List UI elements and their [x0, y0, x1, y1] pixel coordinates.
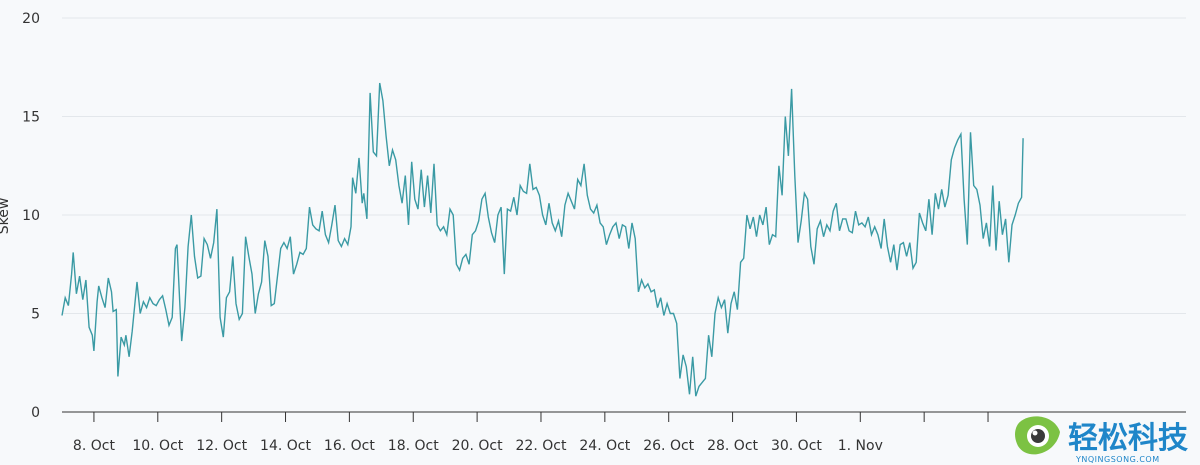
x-tick-label: 20. Oct — [452, 438, 503, 454]
series-line — [61, 82, 1024, 397]
x-tick-label: 1. Nov — [838, 438, 883, 454]
x-tick-label: 30. Oct — [771, 438, 822, 454]
x-tick-label: 12. Oct — [196, 438, 247, 454]
x-axis: 8. Oct 10. Oct 12. Oct 14. Oct 16. Oct 18. Oc… — [62, 411, 1186, 454]
leaf-logo-icon — [1015, 416, 1060, 455]
y-tick-label: 10 — [22, 208, 40, 224]
x-tick-label: 14. Oct — [260, 438, 311, 454]
x-tick-label: 28. Oct — [707, 438, 758, 454]
x-tick-label: 22. Oct — [516, 438, 567, 454]
y-axis-label: Skew — [0, 198, 12, 235]
y-tick-label: 20 — [22, 11, 40, 27]
x-tick-label: 24. Oct — [579, 438, 630, 454]
y-tick-label: 15 — [22, 110, 40, 126]
watermark-subtext: YNQINGSONG.COM — [1075, 455, 1160, 464]
watermark-text: 轻松科技 — [1068, 421, 1188, 456]
x-tick-label: 18. Oct — [388, 438, 439, 454]
x-tick-label: 16. Oct — [324, 438, 375, 454]
x-tick-label: 8. Oct — [73, 438, 116, 454]
x-tick-label: 10. Oct — [132, 438, 183, 454]
y-tick-labels: 0 5 10 15 20 — [22, 11, 40, 421]
watermark-logo: 轻松科技 YNQINGSONG.COM — [1015, 416, 1188, 464]
grid-layer — [62, 17, 1186, 314]
y-tick-label: 5 — [31, 307, 40, 323]
y-tick-label: 0 — [31, 405, 40, 421]
x-tick-label: 26. Oct — [643, 438, 694, 454]
